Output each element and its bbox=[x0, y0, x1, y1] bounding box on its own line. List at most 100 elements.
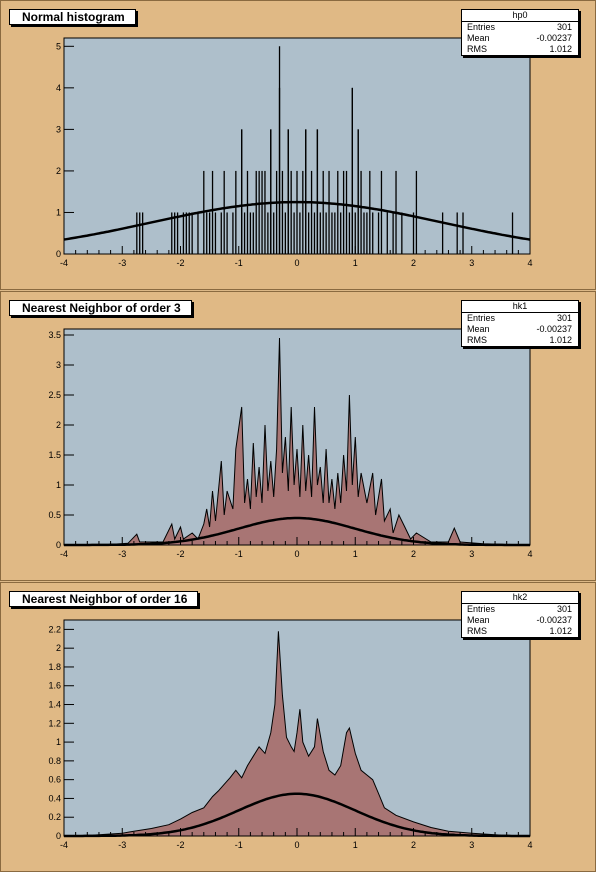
stats-row-mean: Mean -0.00237 bbox=[462, 33, 578, 44]
x-tick-label: 4 bbox=[527, 549, 532, 559]
fit-curve bbox=[64, 792, 530, 838]
x-tick-label: 2 bbox=[411, 258, 416, 268]
stats-box: hp0 Entries 301 Mean -0.00237 RMS 1.012 bbox=[461, 9, 579, 56]
panel-nearest-neighbor-16: -4 -3 -2 -1 0 1 2 3 4 0 0.2 0.4 0.6 0.8 1 1.2 1.4 1.6 1.8 2… bbox=[0, 582, 596, 872]
stats-value: -0.00237 bbox=[536, 615, 572, 625]
x-tick-label: 1 bbox=[353, 549, 358, 559]
y-tick-label: 3.5 bbox=[48, 330, 61, 340]
stats-row-rms: RMS 1.012 bbox=[462, 44, 578, 55]
x-tick-label: -4 bbox=[60, 258, 68, 268]
stats-value: 1.012 bbox=[549, 335, 572, 345]
chart-nearest-neighbor-16: -4 -3 -2 -1 0 1 2 3 4 0 0.2 0.4 0.6 0.8 1 1.2 1.4 1.6 1.8 2… bbox=[48, 619, 533, 850]
y-tick-label: 0.6 bbox=[48, 775, 61, 785]
chart-nearest-neighbor-3: -4 -3 -2 -1 0 1 2 3 4 0 0.5 1 1.5 2 2.5 3 3.5 bbox=[48, 328, 533, 559]
x-tick-label: -4 bbox=[60, 840, 68, 850]
chart-title: Normal histogram bbox=[9, 9, 136, 25]
y-tick-label: 0.2 bbox=[48, 812, 61, 822]
stats-value: -0.00237 bbox=[536, 324, 572, 334]
y-tick-label: 3 bbox=[56, 360, 61, 370]
x-tick-label: 4 bbox=[527, 258, 532, 268]
stats-label: Entries bbox=[467, 604, 496, 614]
y-tick-label: 2.2 bbox=[48, 624, 61, 634]
x-tick-label: 2 bbox=[411, 840, 416, 850]
y-tick-label: 1 bbox=[56, 207, 61, 217]
y-tick-label: 1 bbox=[56, 480, 61, 490]
x-tick-label: 2 bbox=[411, 549, 416, 559]
data-series bbox=[63, 337, 531, 546]
x-tick-label: -3 bbox=[118, 258, 126, 268]
y-tick-label: 2.5 bbox=[48, 390, 61, 400]
y-tick-label: 0 bbox=[56, 831, 61, 841]
x-tick-label: 1 bbox=[353, 258, 358, 268]
data-series bbox=[63, 631, 531, 837]
stats-label: Mean bbox=[467, 324, 490, 334]
stats-row-entries: Entries 301 bbox=[462, 313, 578, 324]
y-tick-label: 0 bbox=[56, 249, 61, 259]
y-tick-label: 1.4 bbox=[48, 700, 61, 710]
y-tick-label: 0 bbox=[56, 540, 61, 550]
stats-value: -0.00237 bbox=[536, 33, 572, 43]
x-tick-label: 1 bbox=[353, 840, 358, 850]
y-tick-label: 0.8 bbox=[48, 756, 61, 766]
x-tick-label: -1 bbox=[235, 258, 243, 268]
y-tick-label: 1.8 bbox=[48, 662, 61, 672]
y-tick-label: 1.5 bbox=[48, 450, 61, 460]
panel-nearest-neighbor-3: -4 -3 -2 -1 0 1 2 3 4 0 0.5 1 1.5 2 2.5 3 3.5 Nearest Ne… bbox=[0, 291, 596, 581]
y-tick-label: 2 bbox=[56, 420, 61, 430]
x-tick-label: 0 bbox=[294, 840, 299, 850]
stats-value: 1.012 bbox=[549, 44, 572, 54]
y-tick-label: 2 bbox=[56, 166, 61, 176]
stats-row-mean: Mean -0.00237 bbox=[462, 615, 578, 626]
stats-label: RMS bbox=[467, 44, 487, 54]
x-tick-label: -2 bbox=[176, 840, 184, 850]
x-tick-label: 3 bbox=[469, 840, 474, 850]
data-series bbox=[136, 46, 514, 254]
stats-name: hk2 bbox=[462, 592, 578, 604]
stats-row-rms: RMS 1.012 bbox=[462, 335, 578, 346]
stats-box: hk1 Entries 301 Mean -0.00237 RMS 1.012 bbox=[461, 300, 579, 347]
stats-box: hk2 Entries 301 Mean -0.00237 RMS 1.012 bbox=[461, 591, 579, 638]
stats-label: RMS bbox=[467, 626, 487, 636]
chart-title: Nearest Neighbor of order 16 bbox=[9, 591, 199, 607]
density-area bbox=[63, 631, 531, 837]
stats-value: 301 bbox=[556, 313, 572, 323]
stats-label: Entries bbox=[467, 22, 496, 32]
stats-name: hp0 bbox=[462, 10, 578, 22]
fit-curve bbox=[64, 516, 530, 547]
y-tick-label: 4 bbox=[56, 83, 61, 93]
y-tick-label: 1.2 bbox=[48, 718, 61, 728]
stats-label: Entries bbox=[467, 313, 496, 323]
y-tick-label: 1 bbox=[56, 737, 61, 747]
chart-title: Nearest Neighbor of order 3 bbox=[9, 300, 192, 316]
stats-row-entries: Entries 301 bbox=[462, 604, 578, 615]
y-tick-label: 1.6 bbox=[48, 681, 61, 691]
x-tick-label: -1 bbox=[235, 549, 243, 559]
y-tick-label: 0.4 bbox=[48, 793, 61, 803]
y-tick-label: 5 bbox=[56, 41, 61, 51]
y-tick-label: 0.5 bbox=[48, 510, 61, 520]
density-area bbox=[63, 337, 531, 546]
panel-normal-histogram: -4 -3 -2 -1 0 1 2 3 4 0 1 2 3 4 5 Normal histogram hp0… bbox=[0, 0, 596, 290]
x-tick-label: 3 bbox=[469, 258, 474, 268]
fit-curve bbox=[63, 200, 531, 241]
stats-label: Mean bbox=[467, 33, 490, 43]
x-tick-label: 4 bbox=[527, 840, 532, 850]
stats-row-mean: Mean -0.00237 bbox=[462, 324, 578, 335]
x-tick-label: 3 bbox=[469, 549, 474, 559]
x-tick-label: -1 bbox=[235, 840, 243, 850]
chart-normal-histogram: -4 -3 -2 -1 0 1 2 3 4 0 1 2 3 4 5 bbox=[56, 37, 533, 268]
x-tick-label: 0 bbox=[294, 258, 299, 268]
x-tick-label: -2 bbox=[176, 549, 184, 559]
x-tick-label: 0 bbox=[294, 549, 299, 559]
y-tick-label: 3 bbox=[56, 124, 61, 134]
stats-value: 301 bbox=[556, 604, 572, 614]
stats-name: hk1 bbox=[462, 301, 578, 313]
stats-row-rms: RMS 1.012 bbox=[462, 626, 578, 637]
x-tick-label: -4 bbox=[60, 549, 68, 559]
x-tick-label: -3 bbox=[118, 840, 126, 850]
x-tick-label: -2 bbox=[176, 258, 184, 268]
stats-label: RMS bbox=[467, 335, 487, 345]
y-tick-label: 2 bbox=[56, 643, 61, 653]
stats-label: Mean bbox=[467, 615, 490, 625]
stats-row-entries: Entries 301 bbox=[462, 22, 578, 33]
